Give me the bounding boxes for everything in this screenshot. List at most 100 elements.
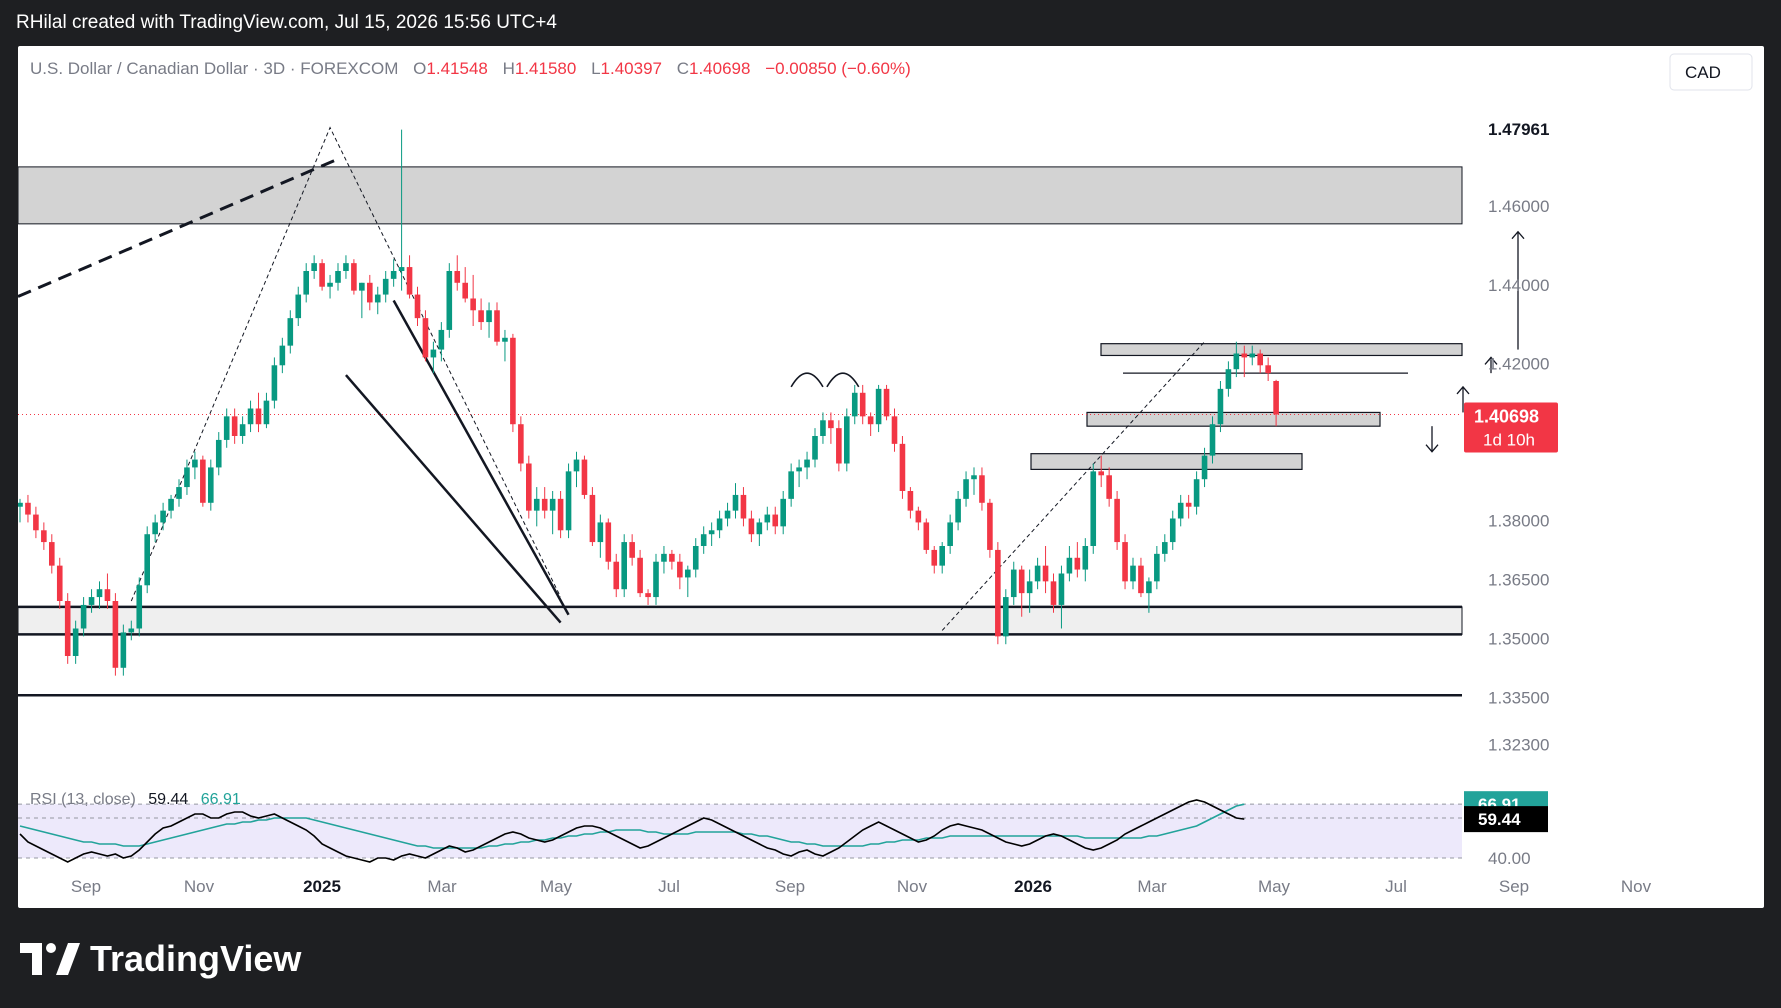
candle-body bbox=[836, 428, 842, 464]
swing-dashed-lines bbox=[130, 126, 562, 602]
candle-body bbox=[732, 494, 739, 511]
legend-line: U.S. Dollar / Canadian Dollar · 3D · FOR… bbox=[30, 59, 911, 78]
candle-body bbox=[700, 534, 707, 546]
candle-body bbox=[351, 263, 357, 291]
candle-body bbox=[112, 601, 119, 668]
candle-body bbox=[1146, 581, 1152, 594]
price-tick-label: 1.47961 bbox=[1488, 120, 1549, 139]
double-top-arc-1 bbox=[790, 372, 824, 388]
candle-body bbox=[17, 502, 23, 507]
candle-body bbox=[923, 522, 930, 550]
candle-body bbox=[748, 518, 755, 535]
rsi-label: RSI (13, close) bbox=[30, 791, 136, 808]
candle-body bbox=[518, 424, 524, 464]
candle-body bbox=[963, 479, 969, 499]
candle-body bbox=[223, 416, 230, 440]
candle-body bbox=[645, 593, 651, 598]
zone-4 bbox=[1030, 453, 1303, 470]
candle-body bbox=[995, 549, 1001, 637]
candle-body bbox=[915, 510, 922, 523]
candle-body bbox=[168, 498, 174, 511]
candle-body bbox=[867, 416, 874, 425]
candle-body bbox=[327, 282, 333, 287]
time-tick-label: Jul bbox=[658, 877, 680, 896]
candle-body bbox=[374, 294, 381, 303]
rsi-legend-value: 59.44 bbox=[148, 791, 188, 808]
trendline-dashed bbox=[17, 157, 339, 298]
candle-body bbox=[541, 498, 548, 511]
candle-body bbox=[136, 585, 143, 629]
time-tick-label: Sep bbox=[71, 877, 101, 896]
zone-3 bbox=[1086, 411, 1381, 427]
candle-body bbox=[303, 271, 309, 295]
chart-frame[interactable]: 66.91 59.44 40.00 1.47961 1.46000 1.44000 1.4… bbox=[17, 46, 1764, 908]
candle-body bbox=[64, 601, 71, 656]
price-tick-label: 1.35000 bbox=[1488, 629, 1549, 648]
time-tick-label: Nov bbox=[184, 877, 215, 896]
rsi-layer: 66.91 59.44 40.00 bbox=[18, 791, 1548, 868]
candle-body bbox=[422, 318, 429, 358]
candle-body bbox=[979, 475, 985, 503]
candle-body bbox=[533, 498, 540, 511]
candle-body bbox=[438, 329, 445, 350]
candle-body bbox=[287, 318, 294, 346]
candle-body bbox=[613, 561, 620, 590]
candle-body bbox=[1169, 518, 1176, 543]
zones-layer bbox=[17, 166, 1463, 635]
candle-body bbox=[1209, 424, 1216, 456]
candle-body bbox=[382, 278, 389, 295]
candle-body bbox=[772, 514, 779, 527]
time-tick-label: Mar bbox=[427, 877, 457, 896]
close-label: C bbox=[677, 59, 689, 78]
rsi-value-tag bbox=[1464, 806, 1548, 833]
candle-body bbox=[1130, 565, 1136, 582]
candle-body bbox=[796, 467, 802, 472]
candle-body bbox=[1177, 502, 1184, 519]
candle-body bbox=[1273, 381, 1279, 415]
candle-body bbox=[1249, 353, 1256, 358]
candle-body bbox=[390, 271, 397, 279]
bar-countdown: 1d 10h bbox=[1483, 430, 1535, 449]
price-tick-label: 1.32300 bbox=[1488, 735, 1549, 754]
candle-body bbox=[176, 487, 182, 499]
tradingview-logo-text: TradingView bbox=[90, 938, 302, 979]
currency-button[interactable] bbox=[1669, 53, 1753, 91]
candle-body bbox=[1225, 369, 1232, 389]
tradingview-mark-icon bbox=[20, 943, 80, 975]
candle-body bbox=[708, 530, 715, 535]
wedge-lower-line bbox=[345, 374, 562, 624]
candle-body bbox=[1010, 569, 1017, 598]
time-tick-label: Sep bbox=[775, 877, 805, 896]
candle-body bbox=[279, 345, 286, 366]
candle-body bbox=[549, 498, 556, 511]
candle-body bbox=[88, 597, 95, 605]
high-label: H bbox=[503, 59, 515, 78]
candle-body bbox=[820, 420, 826, 436]
candle-body bbox=[200, 459, 206, 503]
tradingview-logo[interactable]: TradingView bbox=[20, 938, 301, 980]
candle-body bbox=[311, 263, 317, 271]
candle-body bbox=[271, 365, 278, 401]
currency-button-label: CAD bbox=[1685, 63, 1721, 82]
candle-body bbox=[804, 459, 810, 468]
candle-body bbox=[255, 408, 262, 425]
publish-caption: RHilal created with TradingView.com, Jul… bbox=[16, 12, 557, 33]
candle-body bbox=[1058, 573, 1065, 605]
price-tick-label: 1.44000 bbox=[1488, 276, 1549, 295]
candle-body bbox=[25, 502, 31, 515]
candle-body bbox=[812, 436, 818, 460]
candle-body bbox=[454, 271, 461, 283]
time-tick-label: May bbox=[1258, 877, 1291, 896]
candle-body bbox=[891, 416, 898, 444]
candle-body bbox=[526, 463, 532, 511]
candle-body bbox=[80, 604, 87, 629]
candle-body bbox=[1233, 353, 1240, 370]
candle-body bbox=[780, 498, 786, 527]
arrow-up-small-1-head bbox=[1484, 356, 1498, 365]
candle-body bbox=[1018, 569, 1025, 594]
candle-body bbox=[184, 467, 190, 488]
candle-body bbox=[96, 589, 103, 598]
open-label: O bbox=[413, 59, 426, 78]
candle-body bbox=[208, 467, 214, 503]
